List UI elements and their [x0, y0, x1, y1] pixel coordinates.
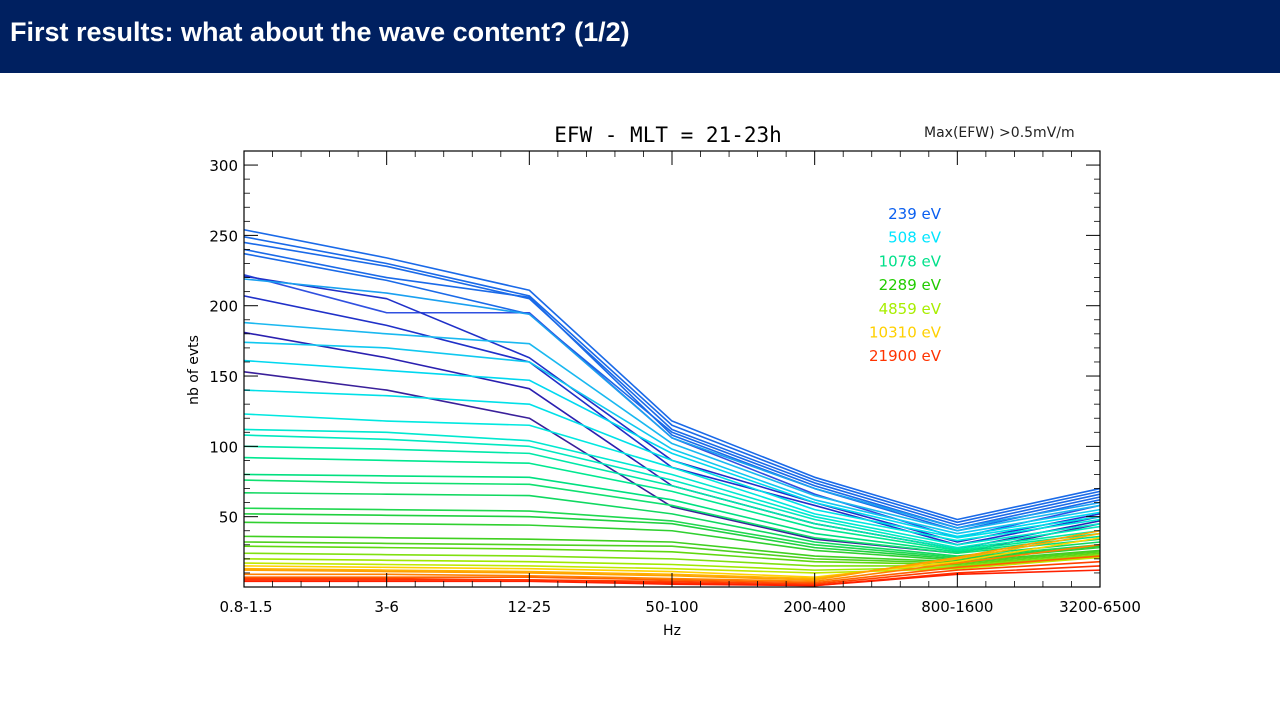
series-line-32	[243, 556, 1101, 574]
series-line-19	[243, 445, 1101, 550]
series-line-15	[243, 389, 1101, 539]
series-line-1	[243, 228, 1101, 521]
max-efw-annotation: Max(EFW) >0.5mV/m	[924, 125, 1075, 141]
x-tick-label: 0.8-1.5	[219, 598, 272, 616]
legend-item: 10310 eV	[869, 324, 942, 342]
legend: 239 eV 508 eV 1078 eV 2289 eV 4859 eV 10310 e…	[869, 205, 942, 365]
y-tick-label: 100	[209, 438, 238, 456]
chart-title: EFW - MLT = 21-23h	[554, 123, 782, 147]
x-axis-label: Hz	[663, 623, 681, 639]
y-axis-label: nb of evts	[186, 335, 202, 405]
y-tick-label: 200	[209, 298, 238, 316]
y-tick-label: 250	[209, 227, 238, 245]
slide-title: First results: what about the wave conte…	[10, 17, 630, 47]
y-tick-label: 50	[219, 509, 238, 527]
series-line-33	[243, 536, 1101, 578]
series-line-2	[243, 236, 1101, 524]
series-layer	[243, 228, 1101, 587]
y-tick-label: 150	[209, 368, 238, 386]
x-tick-label: 200-400	[783, 598, 846, 616]
series-line-14	[243, 359, 1101, 538]
legend-item: 4859 eV	[879, 300, 942, 318]
x-tick-label: 50-100	[645, 598, 698, 616]
legend-item: 508 eV	[888, 229, 942, 247]
series-line-3	[243, 241, 1101, 526]
series-line-21	[243, 473, 1101, 553]
series-line-4	[243, 252, 1101, 529]
series-line-13	[243, 341, 1101, 535]
x-tick-label: 3200-6500	[1059, 598, 1141, 616]
series-line-18	[243, 434, 1101, 549]
legend-item: 1078 eV	[879, 252, 942, 270]
series-line-23	[243, 491, 1101, 557]
ticks-layer: 50 100 150 200 250 300 0.8-1.5 3-6 12-25 50-100 20…	[209, 151, 1141, 616]
legend-item: 21900 eV	[869, 347, 942, 365]
x-tick-label: 800-1600	[921, 598, 993, 616]
series-line-29	[243, 545, 1101, 566]
series-line-12	[243, 321, 1101, 532]
x-tick-label: 12-25	[508, 598, 552, 616]
y-tick-label: 300	[209, 157, 238, 175]
slide-header: First results: what about the wave conte…	[0, 0, 1280, 73]
legend-item: 239 eV	[888, 205, 942, 223]
series-line-26	[243, 521, 1101, 562]
legend-item: 2289 eV	[879, 276, 942, 294]
series-line-7	[243, 275, 1101, 543]
series-line-17	[243, 428, 1101, 546]
x-tick-label: 3-6	[374, 598, 399, 616]
series-line-22	[243, 479, 1101, 555]
series-line-11	[243, 278, 1101, 529]
series-line-20	[243, 456, 1101, 552]
series-line-30	[243, 552, 1101, 567]
series-line-16	[243, 413, 1101, 542]
series-line-6	[243, 273, 1101, 539]
